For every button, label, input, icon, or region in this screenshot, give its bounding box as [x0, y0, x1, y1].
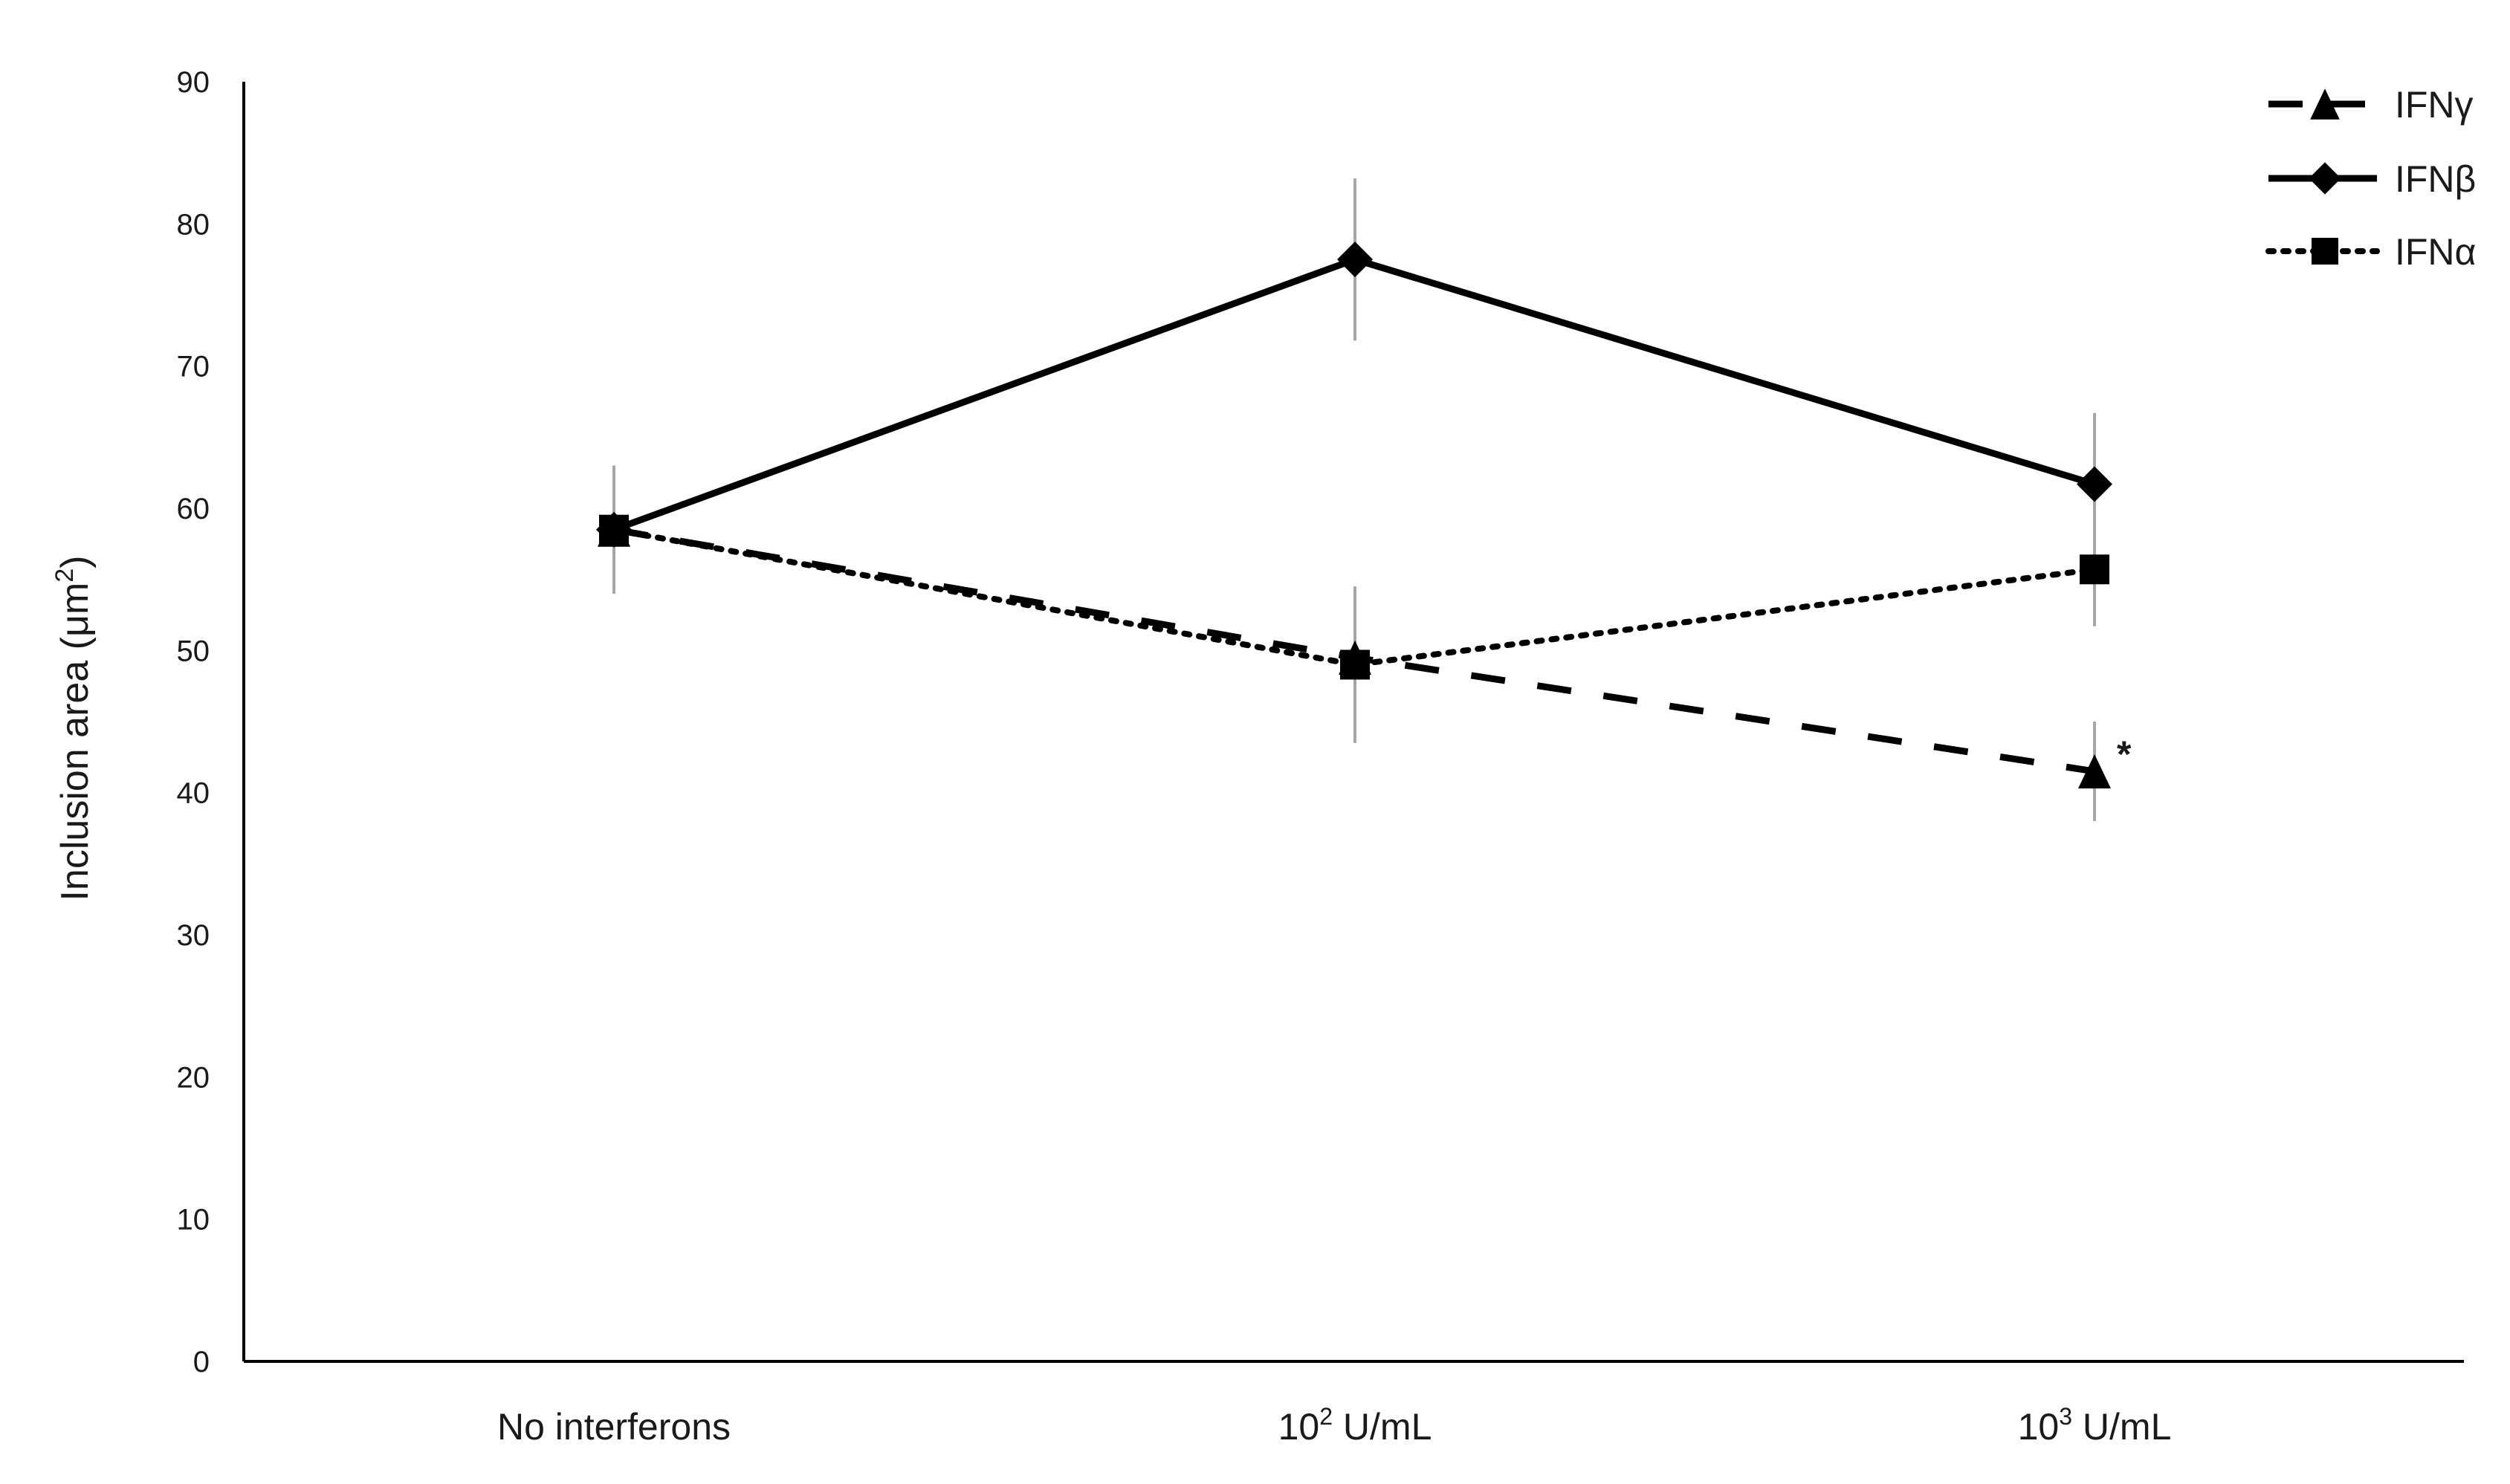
legend-label: IFNβ: [2395, 158, 2476, 200]
x-category-label: 103 U/mL: [2018, 1403, 2172, 1448]
x-category-label: No interferons: [497, 1406, 731, 1448]
legend-entry: IFNα: [2265, 231, 2476, 273]
axes: [242, 82, 2464, 1363]
x-category-label: 102 U/mL: [1278, 1403, 1432, 1448]
y-tick-label: 40: [177, 777, 210, 810]
y-tick-label: 50: [177, 635, 210, 667]
legend: IFNγ IFNβ IFNα: [2265, 84, 2476, 273]
x-category-labels: No interferons 102 U/mL 103 U/mL: [497, 1403, 2171, 1448]
triangle-marker: [2078, 754, 2111, 788]
legend-entry: IFNγ: [2268, 84, 2474, 126]
legend-entry: IFNβ: [2268, 158, 2476, 200]
diamond-marker: [1337, 242, 1373, 278]
y-tick-label: 60: [177, 493, 210, 525]
diamond-marker: [2309, 162, 2341, 195]
square-marker: [2312, 238, 2338, 265]
diamond-marker: [2077, 466, 2112, 502]
y-tick-labels: 0 10 20 30 40 50 60 70 80 90: [177, 66, 210, 1378]
square-marker: [599, 514, 629, 545]
legend-label: IFNα: [2395, 231, 2476, 273]
annotations: *: [2117, 733, 2132, 775]
triangle-marker: [2310, 88, 2340, 120]
series-line: [611, 526, 2097, 668]
y-tick-label: 70: [177, 351, 210, 383]
significance-asterisk: *: [2117, 733, 2132, 775]
y-tick-label: 10: [177, 1204, 210, 1237]
y-tick-label: 0: [193, 1346, 210, 1378]
series-markers: [596, 242, 2112, 788]
square-marker: [2080, 554, 2109, 585]
y-tick-label: 30: [177, 919, 210, 952]
y-axis-title: Inclusion area (μm2): [51, 555, 97, 901]
square-marker: [1340, 649, 1370, 680]
y-tick-label: 90: [177, 66, 210, 99]
y-tick-label: 20: [177, 1061, 210, 1094]
y-tick-label: 80: [177, 208, 210, 241]
legend-label: IFNγ: [2395, 84, 2474, 126]
